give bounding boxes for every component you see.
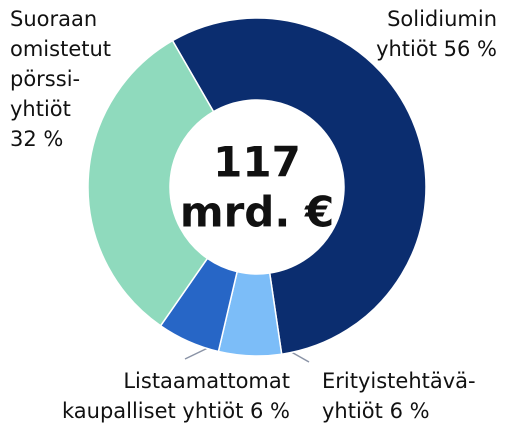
segment-name: kaupalliset yhtiöt	[62, 399, 243, 423]
value-label: 32 %	[10, 127, 63, 151]
value-label: 56 %	[444, 37, 497, 61]
segment-name: omistetut	[10, 37, 111, 61]
center-label: 117	[213, 138, 301, 187]
segment-name: yhtiöt	[376, 37, 437, 61]
segment-name: Erityistehtävä-	[322, 369, 476, 393]
segment-label: Solidiumin	[387, 7, 497, 31]
segment-label: Erityistehtävä-	[322, 369, 476, 393]
segment-name: yhtiöt	[322, 399, 383, 423]
segment-label: yhtiöt 6 %	[322, 399, 430, 423]
segment-label: pörssi-	[10, 67, 80, 91]
segment-label: Suoraan	[10, 7, 97, 31]
value-label: 6 %	[250, 399, 290, 423]
segment-label: kaupalliset yhtiöt 6 %	[62, 399, 290, 423]
donut-segment	[171, 17, 427, 356]
segment-label: omistetut	[10, 37, 111, 61]
segment-name: Listaamattomat	[123, 369, 290, 393]
segment-name: yhtiöt	[10, 97, 71, 121]
segment-name: pörssi-	[10, 67, 80, 91]
center-label: mrd. €	[180, 188, 334, 237]
donut-segment	[87, 39, 215, 327]
segment-label: yhtiöt	[10, 97, 71, 121]
segment-name: Solidiumin	[387, 7, 497, 31]
segment-name: Suoraan	[10, 7, 97, 31]
segment-label: yhtiöt 56 %	[376, 37, 497, 61]
value-label: 6 %	[390, 399, 430, 423]
segment-label: Listaamattomat	[123, 369, 290, 393]
